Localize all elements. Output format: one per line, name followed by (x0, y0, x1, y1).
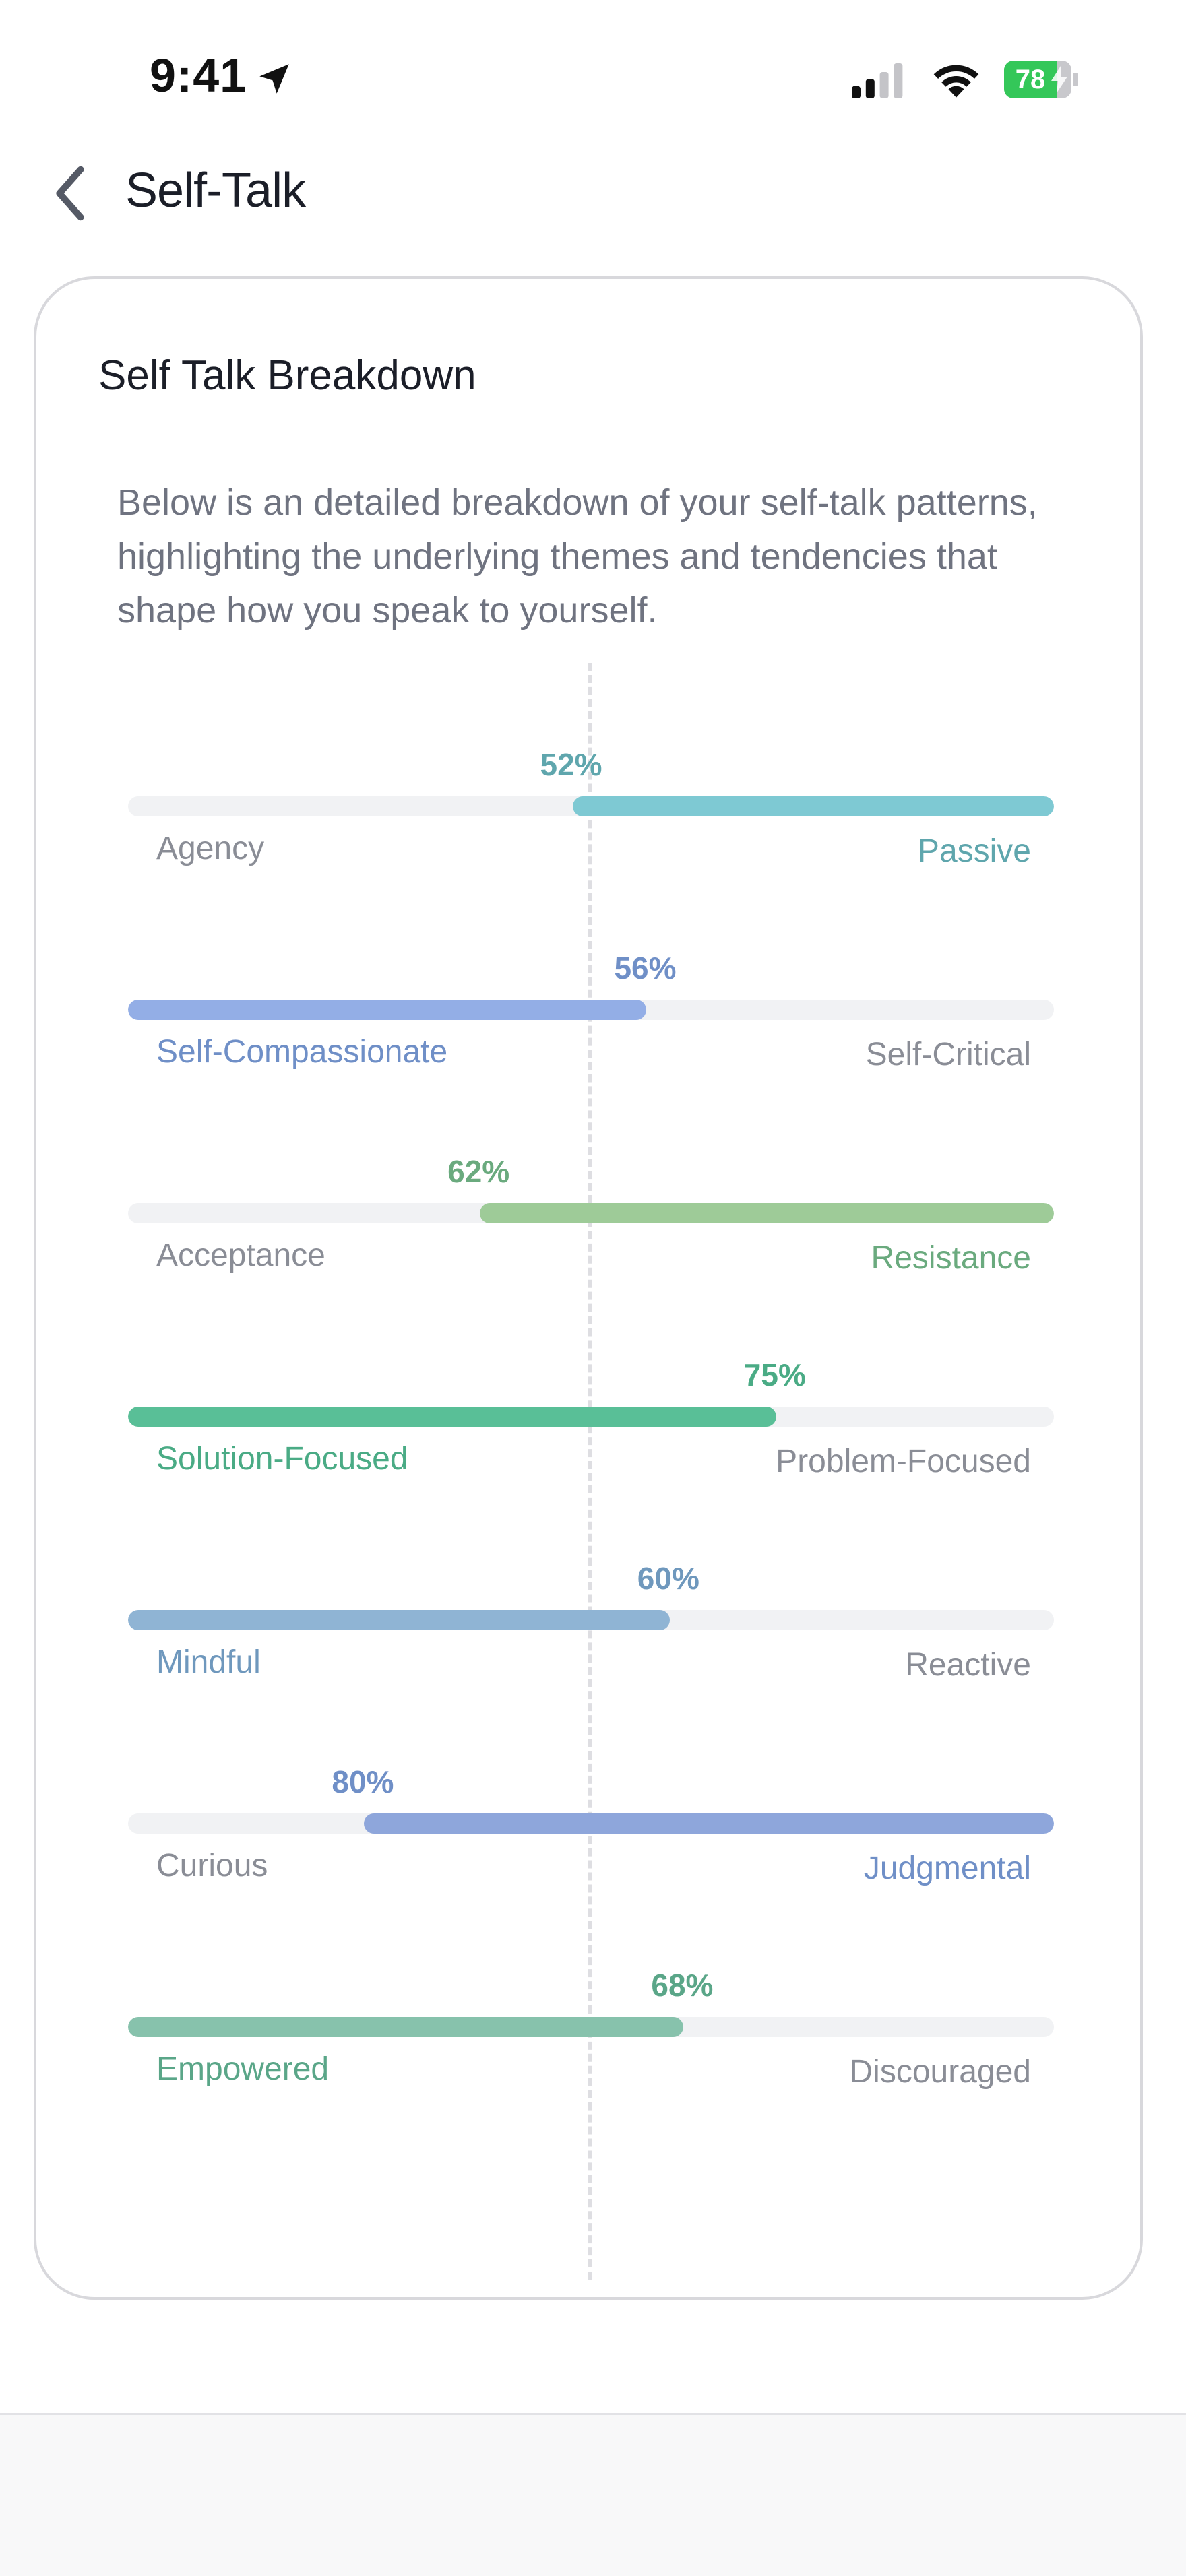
metric-fill (480, 1203, 1054, 1223)
metric-row: 75% Solution-Focused Problem-Focused (36, 1357, 1146, 1491)
metric-right-label: Judgmental (863, 1850, 1031, 1886)
bottom-bar (0, 2413, 1186, 2576)
battery-icon: 78 (1004, 61, 1080, 98)
metric-fill (128, 1407, 776, 1427)
metric-row: 80% Curious Judgmental (36, 1764, 1146, 1898)
metric-percent: 68% (651, 1968, 714, 2003)
charging-bolt-icon (1051, 66, 1067, 93)
metric-left-label: Acceptance (156, 1237, 325, 1273)
metric-percent: 80% (332, 1764, 394, 1799)
metric-right-label: Self-Critical (865, 1037, 1031, 1072)
metric-percent: 56% (614, 951, 677, 986)
metric-left-label: Empowered (156, 2051, 330, 2087)
page-title: Self-Talk (125, 164, 306, 218)
metric-left-label: Curious (156, 1848, 268, 1883)
metric-track (128, 1813, 1054, 1834)
metric-right-label: Discouraged (849, 2054, 1031, 2090)
metric-track (128, 796, 1054, 816)
battery-body: 78 (1004, 61, 1071, 98)
metric-track (128, 2017, 1054, 2037)
card-description: Below is an detailed breakdown of your s… (117, 482, 1038, 631)
metric-row: 52% Agency Passive (36, 746, 1146, 881)
metric-left-label: Solution-Focused (156, 1441, 408, 1477)
metric-right-label: Resistance (871, 1240, 1031, 1276)
battery-percent: 78 (1015, 65, 1046, 94)
metric-right-label: Problem-Focused (776, 1444, 1031, 1479)
metric-left-label: Agency (156, 831, 265, 866)
metric-fill (128, 1610, 670, 1630)
back-chevron-icon[interactable] (49, 156, 89, 230)
battery-fill (1004, 61, 1057, 98)
metric-fill (572, 796, 1054, 816)
metric-percent: 62% (447, 1154, 510, 1189)
status-time: 9:41 (150, 49, 247, 102)
metric-left-label: Self-Compassionate (156, 1034, 448, 1070)
metric-percent: 75% (743, 1357, 806, 1392)
metric-track (128, 1203, 1054, 1223)
cellular-signal-icon (852, 63, 903, 98)
card-title: Self Talk Breakdown (98, 352, 476, 399)
metric-row: 56% Self-Compassionate Self-Critical (36, 950, 1146, 1085)
metric-fill (364, 1813, 1054, 1834)
metric-right-label: Passive (917, 833, 1031, 869)
metric-percent: 60% (637, 1561, 699, 1596)
metric-track (128, 1610, 1054, 1630)
wifi-icon (933, 65, 979, 98)
location-arrow-icon (259, 64, 289, 94)
header: Self-Talk (0, 148, 1186, 256)
metric-row: 62% Acceptance Resistance (36, 1153, 1146, 1288)
metric-row: 60% Mindful Reactive (36, 1560, 1146, 1695)
metric-left-label: Mindful (156, 1644, 261, 1680)
metric-row: 68% Empowered Discouraged (36, 1967, 1146, 2102)
metric-fill (128, 1000, 647, 1020)
metric-track (128, 1000, 1054, 1020)
metric-fill (128, 2017, 684, 2037)
metric-track (128, 1407, 1054, 1427)
battery-cap (1073, 73, 1078, 86)
metric-percent: 52% (540, 747, 602, 782)
center-dashed-line (588, 663, 592, 2280)
metric-right-label: Reactive (905, 1647, 1031, 1683)
self-talk-breakdown-card: Self Talk Breakdown Below is an detailed… (34, 276, 1143, 2300)
status-bar: 9:41 78 (0, 0, 1186, 148)
